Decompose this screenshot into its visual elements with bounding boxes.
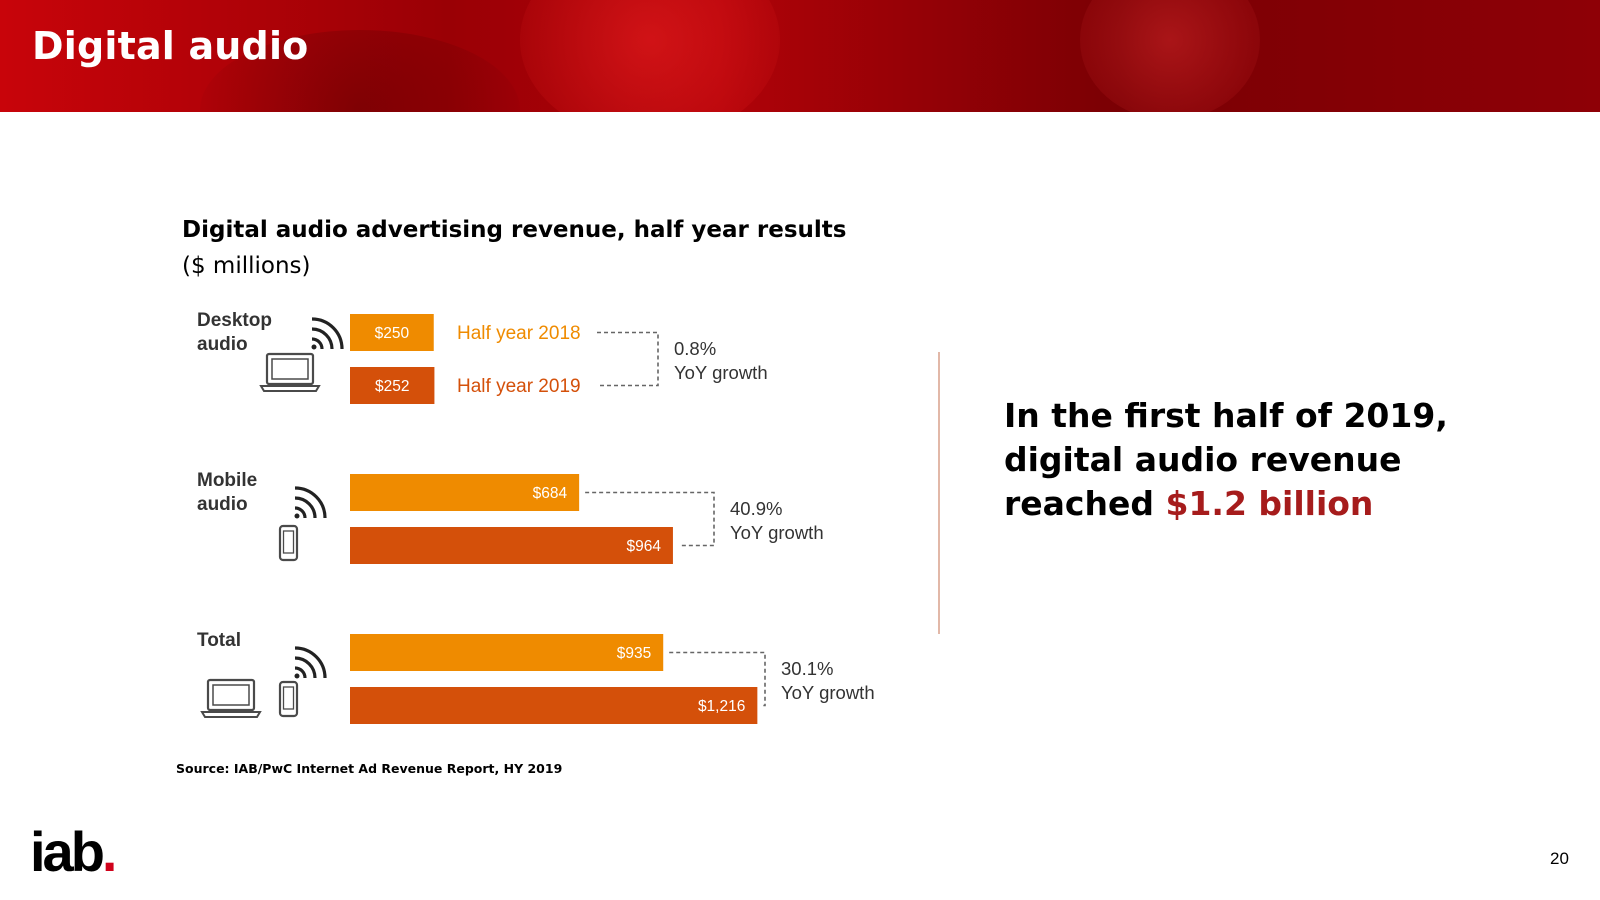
bar-2018 bbox=[350, 314, 434, 351]
headline-accent: $1.2 billion bbox=[1165, 484, 1374, 523]
laptop-icon bbox=[200, 678, 262, 718]
bar-2019 bbox=[350, 527, 673, 564]
bar-2018 bbox=[350, 474, 580, 511]
data-label: $1,216 bbox=[698, 698, 745, 715]
headline-text: In the first half of 2019, digital audio… bbox=[1004, 396, 1448, 523]
chart-title-block: Digital audio advertising revenue, half … bbox=[182, 212, 846, 284]
growth-label: YoY growth bbox=[674, 362, 768, 383]
data-label: $252 bbox=[375, 378, 409, 395]
source-note: Source: IAB/PwC Internet Ad Revenue Repo… bbox=[176, 761, 563, 776]
growth-label: YoY growth bbox=[730, 522, 824, 543]
headline: In the first half of 2019, digital audio… bbox=[1004, 394, 1544, 526]
growth-label: YoY growth bbox=[781, 682, 875, 703]
growth-bracket bbox=[669, 651, 766, 707]
bar-2018 bbox=[350, 634, 664, 671]
wifi-icon bbox=[311, 317, 344, 350]
wifi-icon bbox=[294, 646, 327, 679]
growth-percent: 40.9% bbox=[730, 498, 782, 519]
bar-2019 bbox=[350, 367, 435, 404]
title-banner: Digital audio bbox=[0, 0, 1600, 112]
wifi-icon bbox=[294, 486, 327, 519]
bar-2019 bbox=[350, 687, 758, 724]
logo-text: iab bbox=[30, 820, 105, 883]
group-label: Mobile bbox=[197, 470, 257, 491]
iab-logo: iab. bbox=[30, 820, 117, 883]
growth-percent: 30.1% bbox=[781, 658, 833, 679]
phone-icon bbox=[278, 680, 299, 718]
legend-label: Half year 2019 bbox=[457, 376, 581, 397]
laptop-icon bbox=[259, 352, 321, 392]
chart-subtitle: ($ millions) bbox=[182, 253, 311, 279]
divider-line bbox=[938, 352, 940, 634]
data-label: $964 bbox=[626, 538, 661, 555]
phone-icon bbox=[278, 524, 299, 562]
legend-label: Half year 2018 bbox=[457, 323, 581, 344]
data-label: $684 bbox=[533, 485, 568, 502]
group-label-line2: audio bbox=[197, 494, 248, 515]
page-number: 20 bbox=[1550, 849, 1569, 868]
data-label: $935 bbox=[617, 645, 651, 662]
growth-bracket bbox=[597, 331, 659, 387]
slide-title: Digital audio bbox=[32, 24, 309, 68]
chart-title: Digital audio advertising revenue, half … bbox=[182, 217, 847, 243]
group-label: Desktop bbox=[197, 310, 272, 331]
growth-percent: 0.8% bbox=[674, 338, 716, 359]
growth-bracket bbox=[585, 491, 715, 547]
data-label: $250 bbox=[375, 325, 410, 342]
group-label-line2: audio bbox=[197, 334, 248, 355]
group-label: Total bbox=[197, 630, 241, 651]
logo-dot: . bbox=[101, 820, 117, 883]
